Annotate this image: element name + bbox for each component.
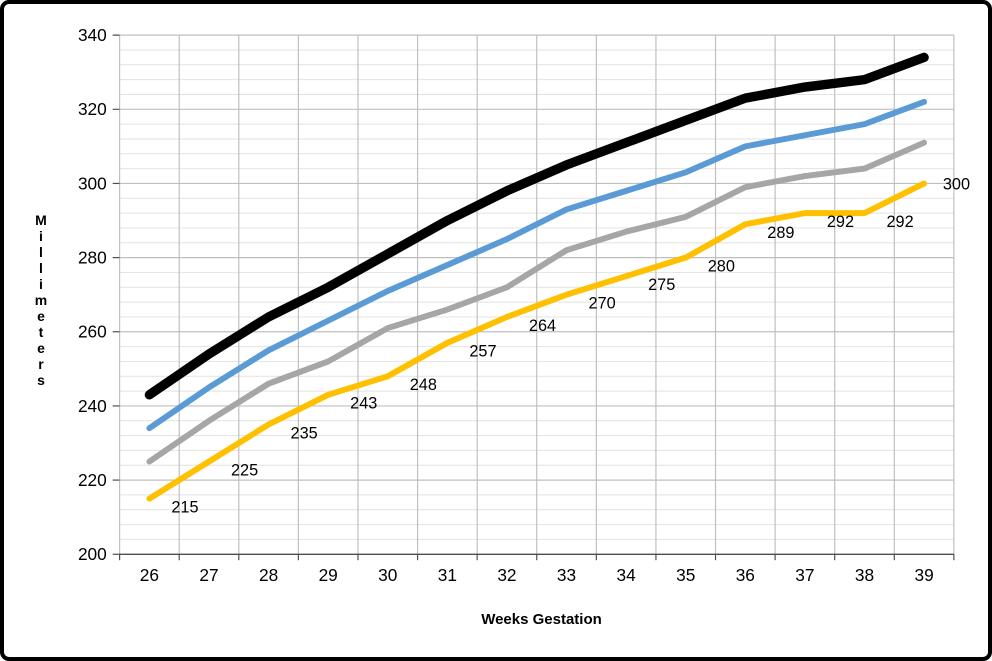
series-line-upper-blue bbox=[146, 98, 928, 432]
x-tick-label: 38 bbox=[855, 565, 874, 585]
x-tick-label: 27 bbox=[199, 565, 218, 585]
data-label: 300 bbox=[943, 175, 970, 193]
data-label: 275 bbox=[648, 276, 675, 294]
x-tick-label: 35 bbox=[676, 565, 695, 585]
data-label: 243 bbox=[350, 395, 377, 413]
data-label: 248 bbox=[410, 376, 437, 394]
data-label: 264 bbox=[529, 317, 556, 335]
series-line-upper-black bbox=[144, 52, 929, 400]
y-tick-label: 200 bbox=[78, 544, 107, 564]
plot-area: 200 220 240 260 280 300 320 340 26 27 28 29 30 31 32 33… bbox=[78, 25, 970, 585]
data-label: 270 bbox=[589, 295, 616, 313]
y-tick-label: 320 bbox=[78, 99, 107, 119]
data-label: 292 bbox=[886, 213, 913, 231]
y-tick-label: 300 bbox=[78, 173, 107, 193]
data-label: 280 bbox=[708, 257, 735, 275]
x-axis-title: Weeks Gestation bbox=[481, 611, 602, 628]
data-label: 235 bbox=[291, 424, 318, 442]
y-tick-label: 220 bbox=[78, 470, 107, 490]
x-tick-label: 37 bbox=[795, 565, 814, 585]
y-tick-label: 280 bbox=[78, 248, 107, 268]
data-label: 257 bbox=[469, 343, 496, 361]
x-tick-label: 30 bbox=[378, 565, 397, 585]
y-axis-title: Millimeters bbox=[33, 212, 49, 388]
y-tick-label: 340 bbox=[78, 25, 107, 45]
y-tick-label: 240 bbox=[78, 396, 107, 416]
x-tick-label: 31 bbox=[438, 565, 457, 585]
x-tick-label: 32 bbox=[497, 565, 516, 585]
data-label: 215 bbox=[171, 498, 198, 516]
y-tick-label: 260 bbox=[78, 322, 107, 342]
x-tick-label: 33 bbox=[557, 565, 576, 585]
x-tick-label: 36 bbox=[736, 565, 755, 585]
series-line-middle-gray bbox=[146, 139, 928, 465]
x-tick-label: 34 bbox=[617, 565, 637, 585]
data-label: 292 bbox=[827, 213, 854, 231]
data-label: 225 bbox=[231, 461, 258, 479]
series-line-measured-yellow bbox=[146, 180, 928, 502]
x-tick-label: 39 bbox=[914, 565, 933, 585]
x-tick-label: 26 bbox=[140, 565, 159, 585]
x-tick-label: 28 bbox=[259, 565, 278, 585]
data-label: 289 bbox=[767, 224, 794, 242]
x-tick-label: 29 bbox=[319, 565, 338, 585]
